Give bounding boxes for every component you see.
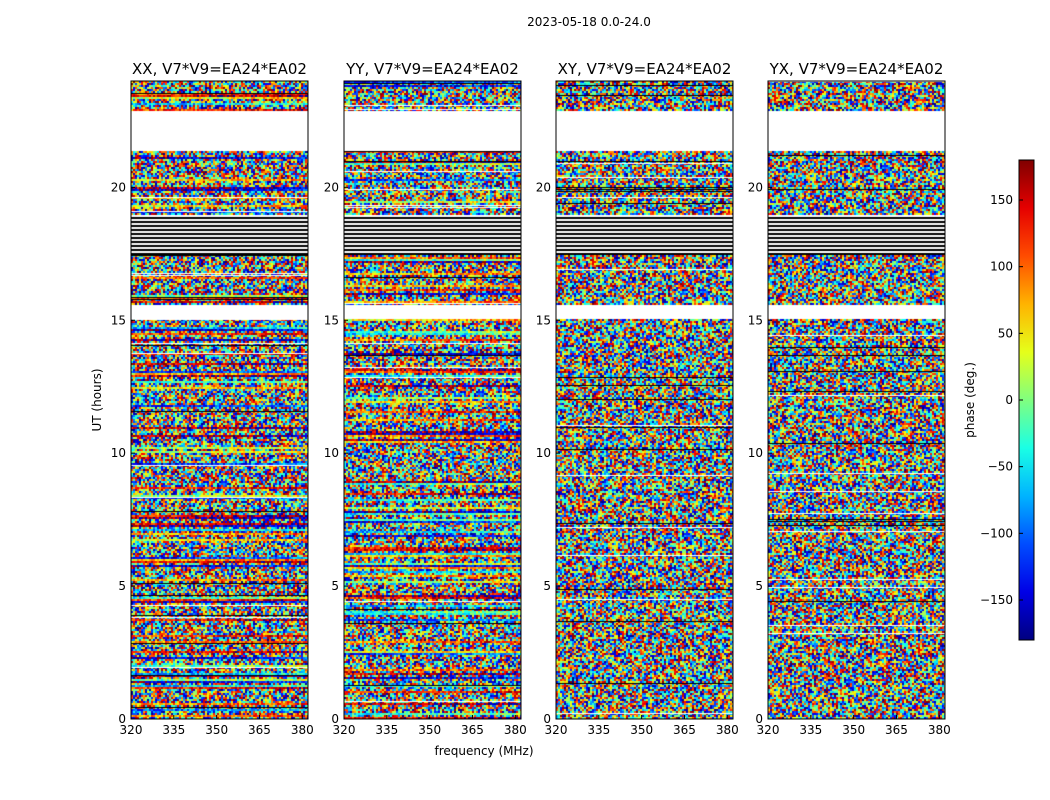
panel-xx: XX, V7*V9=EA24*EA02 320 335 350 365 380 0 5 10 15… bbox=[111, 60, 314, 737]
y-tick-label: 0 bbox=[118, 712, 126, 726]
phase-heatmap-image bbox=[131, 81, 308, 719]
y-tick-label: 10 bbox=[748, 446, 763, 460]
x-tick-label: 380 bbox=[928, 723, 951, 737]
x-tick-label: 320 bbox=[757, 723, 780, 737]
panel-frame bbox=[555, 80, 734, 720]
panel-frame bbox=[343, 80, 522, 720]
panel-yy: YY, V7*V9=EA24*EA02 320 335 350 365 380 0 5 10 15… bbox=[324, 60, 527, 737]
x-tick-label: 335 bbox=[587, 723, 610, 737]
panel-xy: XY, V7*V9=EA24*EA02 320 335 350 365 380 0 5 10 15… bbox=[536, 60, 739, 737]
colorbar-label: phase (deg.) bbox=[963, 362, 977, 438]
phase-heatmap-image bbox=[768, 81, 945, 719]
colorbar: 150 100 50 0 −50 −100 −150 bbox=[980, 159, 1035, 641]
panel-title: XY, V7*V9=EA24*EA02 bbox=[558, 60, 732, 78]
panel-title: XX, V7*V9=EA24*EA02 bbox=[132, 60, 307, 78]
y-tick-label: 15 bbox=[324, 313, 339, 327]
x-tick-label: 350 bbox=[418, 723, 441, 737]
x-tick-label: 335 bbox=[162, 723, 185, 737]
y-tick-label: 10 bbox=[111, 446, 126, 460]
y-tick-label: 20 bbox=[748, 180, 763, 194]
colorbar-tick-label: −50 bbox=[988, 460, 1013, 474]
x-tick-label: 320 bbox=[120, 723, 143, 737]
x-tick-label: 350 bbox=[842, 723, 865, 737]
x-tick-label: 380 bbox=[716, 723, 739, 737]
colorbar-tick-label: −150 bbox=[980, 593, 1013, 607]
y-tick-label: 0 bbox=[755, 712, 763, 726]
y-tick-label: 20 bbox=[324, 180, 339, 194]
y-axis-label: UT (hours) bbox=[90, 368, 104, 431]
x-axis-label: frequency (MHz) bbox=[434, 744, 533, 758]
panel-title: YY, V7*V9=EA24*EA02 bbox=[345, 60, 519, 78]
y-tick-label: 5 bbox=[118, 579, 126, 593]
y-tick-label: 15 bbox=[111, 313, 126, 327]
y-tick-label: 20 bbox=[111, 180, 126, 194]
colorbar-tick-label: 100 bbox=[990, 260, 1013, 274]
y-tick-label: 20 bbox=[536, 180, 551, 194]
panel-frame bbox=[130, 80, 309, 720]
x-tick-label: 350 bbox=[205, 723, 228, 737]
panel-frame bbox=[767, 80, 946, 720]
x-tick-label: 365 bbox=[885, 723, 908, 737]
y-tick-label: 5 bbox=[755, 579, 763, 593]
y-tick-label: 10 bbox=[324, 446, 339, 460]
x-tick-label: 365 bbox=[673, 723, 696, 737]
panel-title: YX, V7*V9=EA24*EA02 bbox=[769, 60, 944, 78]
x-tick-label: 320 bbox=[545, 723, 568, 737]
x-tick-label: 350 bbox=[630, 723, 653, 737]
x-tick-label: 365 bbox=[248, 723, 271, 737]
x-tick-label: 380 bbox=[504, 723, 527, 737]
y-tick-label: 0 bbox=[331, 712, 339, 726]
y-tick-label: 5 bbox=[543, 579, 551, 593]
phase-heatmap-image bbox=[344, 81, 521, 719]
y-tick-label: 10 bbox=[536, 446, 551, 460]
y-tick-label: 5 bbox=[331, 579, 339, 593]
y-tick-label: 0 bbox=[543, 712, 551, 726]
x-tick-label: 320 bbox=[333, 723, 356, 737]
x-tick-label: 380 bbox=[291, 723, 314, 737]
colorbar-tick-label: 150 bbox=[990, 193, 1013, 207]
x-tick-label: 335 bbox=[799, 723, 822, 737]
phase-heatmap-image bbox=[556, 81, 733, 719]
x-tick-label: 335 bbox=[375, 723, 398, 737]
colorbar-tick-label: 50 bbox=[998, 326, 1013, 340]
figure-suptitle: 2023-05-18 0.0-24.0 bbox=[527, 15, 651, 29]
y-tick-label: 15 bbox=[748, 313, 763, 327]
x-tick-label: 365 bbox=[461, 723, 484, 737]
y-tick-label: 15 bbox=[536, 313, 551, 327]
panel-yx: YX, V7*V9=EA24*EA02 320 335 350 365 380 0 5 10 15… bbox=[748, 60, 951, 737]
colorbar-tick-label: −100 bbox=[980, 526, 1013, 540]
colorbar-tick-label: 0 bbox=[1005, 393, 1013, 407]
